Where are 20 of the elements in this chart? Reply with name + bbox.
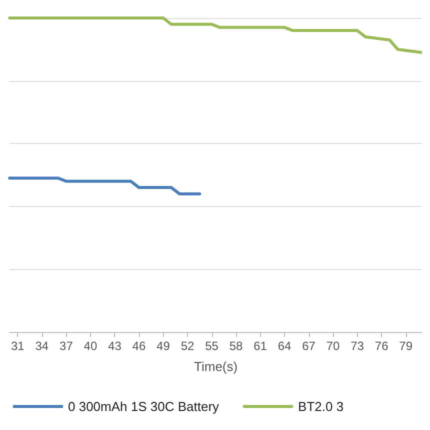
- x-tick-label: 49: [156, 339, 170, 353]
- x-tick-label: 76: [374, 339, 389, 353]
- x-tick-label: 64: [278, 339, 292, 353]
- x-tick-label: 31: [10, 339, 25, 353]
- x-tick-label: 67: [302, 339, 316, 353]
- x-tick-label: 43: [108, 339, 122, 353]
- x-tick-label: 46: [132, 339, 146, 353]
- x-tick-label: 55: [205, 339, 219, 353]
- x-tick-label: 52: [180, 339, 194, 353]
- x-tick-label: 40: [84, 339, 98, 353]
- x-tick-label: 34: [35, 339, 49, 353]
- x-axis-title: Time(s): [194, 359, 238, 374]
- x-tick-label: 37: [60, 339, 74, 353]
- legend-label: 0 300mAh 1S 30C Battery: [68, 399, 220, 414]
- x-tick-label: 58: [229, 339, 244, 353]
- x-tick-label: 73: [350, 339, 364, 353]
- x-tick-label: 70: [326, 339, 340, 353]
- x-tick-label: 79: [399, 339, 413, 353]
- legend-label: BT2.0 3: [298, 399, 344, 414]
- x-tick-label: 61: [254, 339, 268, 353]
